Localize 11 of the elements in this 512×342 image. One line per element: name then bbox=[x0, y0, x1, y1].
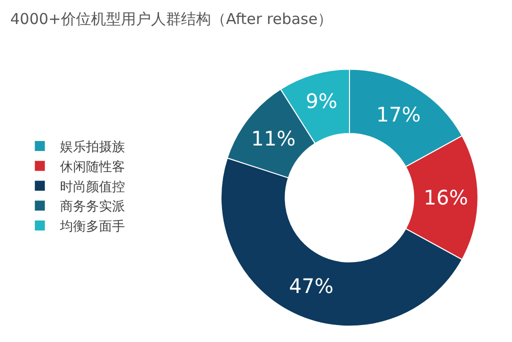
chart-title: 4000+价位机型用户人群结构（After rebase） bbox=[10, 10, 333, 28]
legend-label: 商务务实派 bbox=[60, 200, 125, 215]
data-label: 16% bbox=[424, 186, 468, 210]
legend-label: 娱乐拍摄族 bbox=[60, 140, 125, 156]
legend-label: 休闲随性客 bbox=[60, 158, 125, 175]
data-label: 11% bbox=[251, 126, 296, 151]
legend-label: 时尚颜值控 bbox=[60, 180, 125, 195]
data-label: 17% bbox=[376, 102, 421, 127]
data-label: 47% bbox=[288, 274, 334, 298]
legend-label: 均衡多面手 bbox=[58, 220, 125, 235]
data-label: 9% bbox=[306, 89, 338, 114]
